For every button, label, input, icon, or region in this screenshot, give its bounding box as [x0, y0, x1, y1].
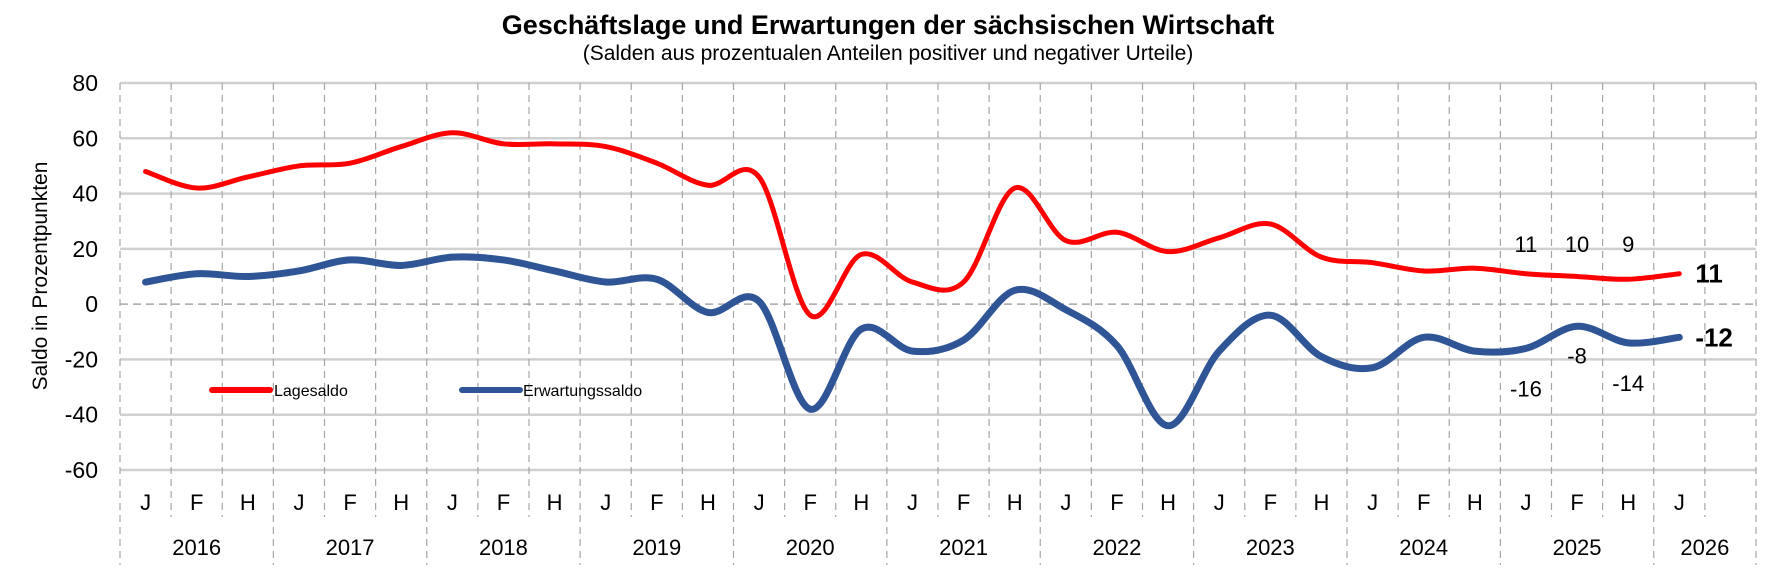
- x-tick-label: F: [1417, 490, 1430, 515]
- data-label-lagesaldo: 10: [1565, 232, 1589, 257]
- y-tick-label: 60: [72, 125, 98, 151]
- x-tick-label: H: [1467, 490, 1483, 515]
- x-tick-label: H: [1160, 490, 1176, 515]
- y-tick-label: 0: [85, 291, 98, 317]
- y-tick-label: -40: [65, 402, 98, 428]
- y-tick-label: 20: [72, 236, 98, 262]
- x-tick-label: J: [140, 490, 151, 515]
- x-tick-label: J: [1520, 490, 1531, 515]
- x-tick-label: J: [1367, 490, 1378, 515]
- x-tick-label: F: [190, 490, 203, 515]
- series-group: [142, 130, 1683, 430]
- x-tick-label: H: [1620, 490, 1636, 515]
- x-year-label: 2020: [786, 535, 835, 560]
- series-line-erwartungssaldo: [142, 253, 1683, 430]
- x-tick-label: F: [343, 490, 356, 515]
- x-tick-label: H: [1313, 490, 1329, 515]
- y-tick-label: 80: [72, 70, 98, 96]
- x-tick-label: H: [547, 490, 563, 515]
- y-tick-label: 40: [72, 181, 98, 207]
- legend: Lagesaldo Erwartungssaldo: [209, 383, 642, 400]
- x-tick-label: H: [1007, 490, 1023, 515]
- x-tick-label: J: [293, 490, 304, 515]
- data-label-lagesaldo: 11: [1695, 259, 1723, 289]
- y-axis-ticks: 80 60 40 20 0 -20 -40 -60: [65, 70, 98, 483]
- data-label-erwartungssaldo: -14: [1612, 371, 1644, 396]
- y-tick-label: -20: [65, 346, 98, 372]
- y-tick-label: -60: [65, 457, 98, 483]
- grid: [119, 81, 1757, 565]
- x-year-label: 2019: [632, 535, 681, 560]
- chart-title: Geschäftslage und Erwartungen der sächsi…: [502, 10, 1274, 40]
- x-year-label: 2017: [326, 535, 375, 560]
- x-tick-label: H: [240, 490, 256, 515]
- x-tick-label: F: [957, 490, 970, 515]
- x-tick-label: J: [1060, 490, 1071, 515]
- data-label-erwartungssaldo: -16: [1510, 376, 1542, 401]
- legend-label-erwartungssaldo: Erwartungssaldo: [523, 383, 642, 400]
- x-tick-label: J: [907, 490, 918, 515]
- data-label-lagesaldo: 11: [1515, 232, 1538, 257]
- data-label-lagesaldo: 9: [1622, 232, 1634, 257]
- data-labels: 11 10 9 11 -16 -8 -14 -12: [1510, 232, 1733, 401]
- x-year-label: 2024: [1399, 535, 1448, 560]
- x-tick-label: J: [754, 490, 765, 515]
- data-label-erwartungssaldo: -12: [1695, 322, 1733, 352]
- series-line-lagesaldo: [143, 130, 1682, 320]
- x-year-label: 2026: [1680, 535, 1729, 560]
- x-tick-label: J: [1674, 490, 1685, 515]
- x-tick-label: F: [803, 490, 816, 515]
- x-year-label: 2023: [1246, 535, 1295, 560]
- x-tick-label: F: [1570, 490, 1583, 515]
- x-year-label: 2025: [1553, 535, 1602, 560]
- legend-label-lagesaldo: Lagesaldo: [274, 383, 348, 400]
- chart-subtitle: (Salden aus prozentualen Anteilen positi…: [583, 42, 1194, 65]
- x-tick-label: F: [1264, 490, 1277, 515]
- y-axis-title: Saldo in Prozentpunkten: [29, 162, 52, 391]
- x-year-label: 2021: [939, 535, 988, 560]
- x-tick-label: J: [447, 490, 458, 515]
- x-tick-label: F: [650, 490, 663, 515]
- data-label-erwartungssaldo: -8: [1567, 343, 1587, 368]
- x-tick-label: J: [600, 490, 611, 515]
- x-tick-label: H: [700, 490, 716, 515]
- x-tick-label: H: [853, 490, 869, 515]
- x-year-label: 2022: [1092, 535, 1141, 560]
- x-axis-ticks: J F H J F H J F H J F H J F H J F H J F H J F H J F H J F H J 2016 2017 2…: [140, 490, 1729, 560]
- x-tick-label: J: [1214, 490, 1225, 515]
- x-year-label: 2016: [172, 535, 221, 560]
- x-year-label: 2018: [479, 535, 528, 560]
- x-tick-label: F: [497, 490, 510, 515]
- x-tick-label: F: [1110, 490, 1123, 515]
- x-tick-label: H: [393, 490, 409, 515]
